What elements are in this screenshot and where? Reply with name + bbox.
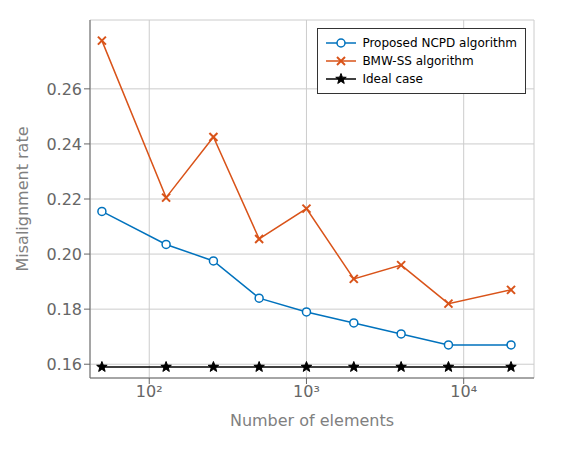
svg-text:10³: 10³	[293, 382, 320, 401]
svg-text:Number of elements: Number of elements	[230, 411, 394, 430]
svg-text:0.26: 0.26	[46, 80, 82, 99]
svg-text:10²: 10²	[136, 382, 163, 401]
svg-text:0.24: 0.24	[46, 135, 82, 154]
svg-text:0.20: 0.20	[46, 245, 82, 264]
svg-text:0.16: 0.16	[46, 355, 82, 374]
svg-text:0.22: 0.22	[46, 190, 82, 209]
html-text:BMW-SS algorithm: BMW-SS algorithm	[362, 54, 474, 68]
html-text:Proposed NCPD algorithm: Proposed NCPD algorithm	[362, 36, 517, 50]
svg-text:Misalignment rate: Misalignment rate	[13, 126, 32, 271]
svg-text:10⁴: 10⁴	[450, 382, 477, 401]
svg-text:0.18: 0.18	[46, 300, 82, 319]
html-text:Ideal case: Ideal case	[362, 72, 423, 86]
